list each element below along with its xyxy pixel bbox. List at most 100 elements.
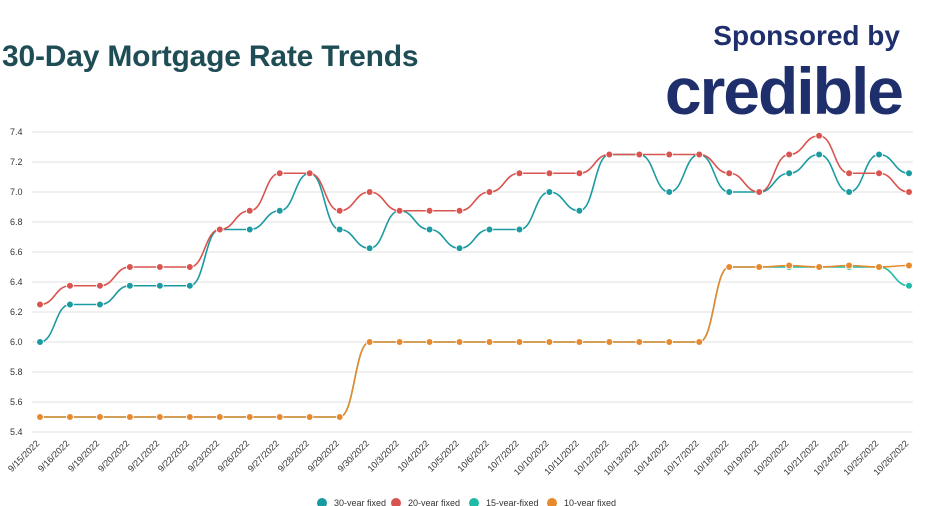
data-point	[126, 263, 134, 271]
data-point	[186, 281, 194, 290]
data-point	[875, 150, 883, 159]
x-tick-label: 9/21/2022	[126, 438, 161, 473]
data-point	[96, 281, 104, 290]
y-tick-label: 6.4	[10, 277, 23, 287]
legend-label: 15-year-fixed	[486, 498, 539, 506]
data-point	[575, 169, 584, 178]
data-point	[156, 263, 164, 271]
data-point	[485, 225, 494, 234]
data-point	[36, 338, 44, 346]
y-tick-label: 7.2	[10, 157, 23, 167]
data-point	[575, 338, 584, 346]
data-point	[156, 413, 164, 421]
data-point	[575, 206, 584, 215]
data-point	[395, 206, 404, 215]
y-tick-label: 7.4	[10, 127, 23, 137]
data-point	[725, 169, 734, 178]
data-point	[875, 169, 883, 178]
data-point	[275, 413, 284, 421]
data-point	[605, 338, 614, 346]
data-point	[186, 263, 194, 271]
legend-marker	[547, 498, 557, 506]
data-point	[695, 338, 704, 346]
data-point	[395, 338, 404, 346]
x-tick-label: 9/22/2022	[156, 438, 191, 473]
legend-marker	[469, 498, 479, 506]
data-point	[245, 225, 254, 234]
series-line-4	[39, 264, 910, 418]
x-tick-label: 10/5/2022	[426, 438, 461, 473]
data-point	[635, 338, 644, 346]
chart-series	[36, 131, 913, 421]
data-point	[455, 244, 464, 253]
x-tick-label: 9/26/2022	[216, 438, 251, 473]
x-tick-label: 10/3/2022	[366, 438, 401, 473]
y-tick-label: 6.6	[10, 247, 23, 257]
credible-logo[interactable]: credible	[664, 54, 904, 128]
series-line-2	[39, 134, 910, 306]
data-point	[425, 225, 434, 234]
data-point	[365, 338, 374, 346]
data-point	[875, 263, 883, 271]
legend-label: 10-year fixed	[564, 498, 616, 506]
data-point	[515, 225, 524, 234]
x-tick-label: 9/15/2022	[6, 438, 41, 473]
data-point	[695, 150, 704, 159]
x-tick-label: 9/27/2022	[246, 438, 281, 473]
data-point	[66, 281, 74, 290]
data-point	[156, 281, 164, 290]
legend-marker	[391, 498, 401, 506]
y-tick-label: 6.2	[10, 307, 23, 317]
data-point	[305, 169, 314, 178]
data-point	[785, 150, 793, 159]
x-tick-label: 9/30/2022	[336, 438, 371, 473]
data-point	[305, 413, 314, 421]
data-point	[455, 206, 464, 215]
data-point	[515, 169, 524, 178]
data-point	[36, 413, 44, 421]
data-point	[905, 169, 913, 178]
data-point	[275, 169, 284, 178]
data-point	[545, 169, 554, 178]
legend-label: 30-year fixed	[334, 498, 386, 506]
y-tick-label: 5.4	[10, 427, 23, 437]
data-point	[365, 188, 374, 196]
data-point	[665, 338, 674, 346]
data-point	[365, 244, 374, 253]
data-point	[186, 413, 194, 421]
data-point	[545, 338, 554, 346]
data-point	[725, 263, 734, 271]
x-tick-label: 10/6/2022	[456, 438, 491, 473]
data-point	[66, 413, 74, 421]
series-line-1	[39, 153, 910, 343]
y-tick-label: 5.8	[10, 367, 23, 377]
x-tick-label: 9/23/2022	[186, 438, 221, 473]
data-point	[905, 261, 913, 270]
data-point	[845, 188, 853, 196]
data-point	[545, 188, 554, 196]
data-point	[605, 150, 614, 159]
data-point	[36, 300, 44, 309]
data-point	[96, 300, 104, 309]
data-point	[126, 281, 134, 290]
data-point	[485, 338, 494, 346]
data-point	[905, 188, 913, 196]
data-point	[845, 169, 853, 178]
data-point	[425, 338, 434, 346]
data-point	[335, 225, 344, 234]
data-point	[755, 263, 763, 271]
data-point	[845, 261, 853, 270]
y-tick-label: 7.0	[10, 187, 23, 197]
data-point	[665, 150, 674, 159]
data-point	[905, 281, 913, 290]
data-point	[665, 188, 674, 196]
y-axis: 5.4 5.6 5.8 6.0 6.2 6.4 6.6 6.8 7.0 7.2 7.4	[10, 127, 23, 437]
data-point	[725, 188, 734, 196]
data-point	[425, 206, 434, 215]
y-tick-label: 6.0	[10, 337, 23, 347]
data-point	[335, 206, 344, 215]
legend-label: 20-year fixed	[408, 498, 460, 506]
data-point	[635, 150, 644, 159]
data-point	[66, 300, 74, 309]
